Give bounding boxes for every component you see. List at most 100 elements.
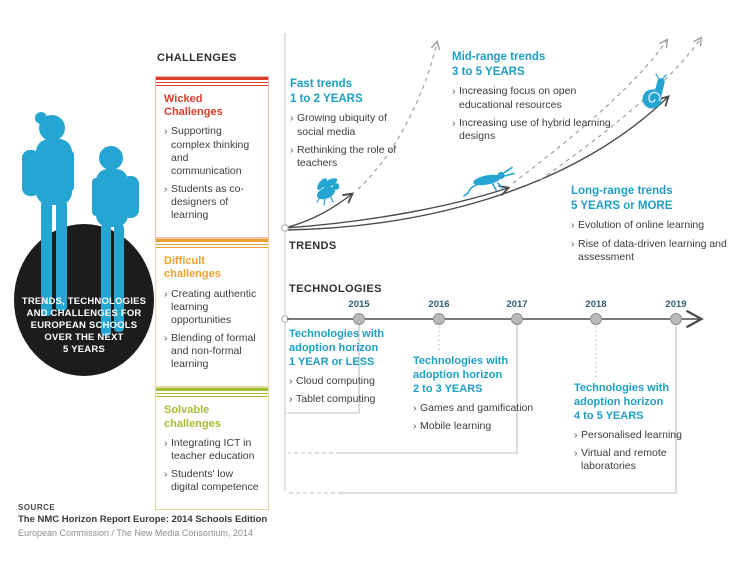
tech-horizon-4-5years-block: Technologies with adoption horizon 4 to 5 … xyxy=(574,381,724,479)
bullet-text: Blending of formal and non-formal learni… xyxy=(171,332,256,371)
bullet-marker: › xyxy=(452,85,456,98)
bullet-marker: › xyxy=(164,332,168,344)
bullet-item: › Mobile learning xyxy=(413,420,553,433)
bullet-item: › Rise of data-driven learning and asses… xyxy=(571,238,729,264)
mid-range-trends-list: › Increasing focus on open educational r… xyxy=(452,85,632,143)
fast-trends-heading: Fast trends 1 to 2 YEARS xyxy=(290,77,415,106)
heading-line: 3 to 5 YEARS xyxy=(452,65,525,78)
heading-line: Fast trends xyxy=(290,78,352,90)
fly-icon xyxy=(316,178,340,206)
bullet-text: Evolution of online learning xyxy=(578,219,705,232)
mid-range-trends-heading: Mid-range trends 3 to 5 YEARS xyxy=(452,50,632,79)
bullet-marker: › xyxy=(164,125,168,138)
badge-title-line: OVER THE NEXT xyxy=(44,331,124,343)
bullet-text: Virtual and remote laboratories xyxy=(581,447,667,473)
difficult-challenges-list: › Creating authentic learning opportunit… xyxy=(164,288,260,372)
heading-line: adoption horizon xyxy=(289,342,379,355)
tech-horizon-2-3years-block: Technologies with adoption horizon 2 to 3 … xyxy=(413,354,553,438)
year-label-2018: 2018 xyxy=(585,299,607,310)
wicked-rule xyxy=(156,77,268,86)
bullet-text: Personalised learning xyxy=(581,429,682,442)
badge-title-line: TRENDS, TECHNOLOGIES xyxy=(21,296,147,307)
source-subtitle: European Commission / The New Media Cons… xyxy=(18,527,253,538)
bullet-marker: › xyxy=(290,143,294,156)
bullet-marker: › xyxy=(574,429,578,442)
technologies-section-label: TECHNOLOGIES xyxy=(289,283,382,295)
bullet-text: Increasing use of hybrid learning design… xyxy=(459,116,611,142)
heading-line: Technologies with xyxy=(289,328,385,340)
badge-title-line: AND CHALLENGES FOR xyxy=(26,307,142,319)
bullet-marker: › xyxy=(164,182,168,195)
tech-horizon-1year-block: Technologies with adoption horizon 1 YEAR … xyxy=(289,327,411,411)
source-title: The NMC Horizon Report Europe: 2014 Scho… xyxy=(18,513,268,525)
bullet-text: Integrating ICT in teacher education xyxy=(171,436,255,462)
bullet-item: › Integrating ICT in teacher education xyxy=(164,437,260,463)
bullet-text: Students' low digital competence xyxy=(171,468,259,494)
bullet-marker: › xyxy=(289,393,293,406)
heading-line: Mid-range trends xyxy=(452,51,546,63)
bullet-item: › Cloud computing xyxy=(289,375,411,388)
bullet-item: › Students' low digital competence xyxy=(164,468,260,494)
bullet-text: Supporting complex thinking and communic… xyxy=(171,125,250,177)
grasshopper-icon xyxy=(463,166,515,197)
bullet-item: › Games and gamification xyxy=(413,402,553,415)
solvable-rule xyxy=(156,388,268,398)
bullet-item: › Rethinking the role of teachers xyxy=(290,144,415,170)
badge-title-line: EUROPEAN SCHOOLS xyxy=(30,319,138,331)
tech-horizon-1year-list: › Cloud computing › Tablet computing xyxy=(289,375,411,406)
fast-trends-list: › Growing ubiquity of social media › Ret… xyxy=(290,112,415,170)
tech-horizon-2-3years-list: › Games and gamification › Mobile learni… xyxy=(413,402,553,433)
wicked-challenges-heading: Wicked Challenges xyxy=(164,93,223,119)
timeline-year-dots xyxy=(353,313,682,325)
bullet-marker: › xyxy=(413,402,417,415)
bullet-item: › Evolution of online learning xyxy=(571,219,729,232)
wicked-challenges-box: Wicked Challenges › Supporting complex t… xyxy=(155,76,269,239)
bullet-text: Mobile learning xyxy=(420,420,492,433)
bullet-item: › Tablet computing xyxy=(289,393,411,406)
bullet-marker: › xyxy=(290,112,294,125)
bullet-text: Cloud computing xyxy=(296,375,375,388)
bullet-marker: › xyxy=(571,237,575,250)
bullet-item: › Creating authentic learning opportunit… xyxy=(164,288,260,327)
bullet-marker: › xyxy=(452,116,456,129)
children-silhouettes xyxy=(22,112,139,336)
heading-line: adoption horizon xyxy=(574,396,664,409)
bullet-item: › Blending of formal and non-formal lear… xyxy=(164,332,260,371)
fast-trends-block: Fast trends 1 to 2 YEARS › Growing ubiqui… xyxy=(290,77,415,175)
bullet-text: Games and gamification xyxy=(420,402,534,415)
year-label-2019: 2019 xyxy=(665,299,687,310)
bullet-marker: › xyxy=(574,447,578,460)
wicked-challenges-list: › Supporting complex thinking and commun… xyxy=(164,125,260,222)
heading-line: 5 YEARS or MORE xyxy=(571,199,673,212)
bullet-item: › Supporting complex thinking and commun… xyxy=(164,125,260,178)
heading-line: 4 to 5 YEARS xyxy=(574,410,644,423)
badge-title: TRENDS, TECHNOLOGIES AND CHALLENGES FOR EU… xyxy=(14,296,154,356)
heading-line: Technologies with xyxy=(413,355,509,367)
long-range-trends-heading: Long-range trends 5 YEARS or MORE xyxy=(571,184,729,213)
mid-trend-solid-curve xyxy=(284,185,511,229)
timeline-origin-dot xyxy=(281,315,289,323)
tech-horizon-4-5years-list: › Personalised learning › Virtual and re… xyxy=(574,429,724,473)
bullet-item: › Growing ubiquity of social media xyxy=(290,112,415,138)
difficult-rule xyxy=(156,239,268,249)
year-label-2015: 2015 xyxy=(348,299,370,310)
heading-line: 1 to 2 YEARS xyxy=(290,92,363,105)
year-label-2017: 2017 xyxy=(506,299,528,310)
fast-trend-solid-curve xyxy=(284,192,355,229)
difficult-challenges-heading: Difficult challenges xyxy=(164,255,221,281)
bullet-text: Creating authentic learning opportunitie… xyxy=(171,287,257,326)
tech-horizon-2-3years-heading: Technologies with adoption horizon 2 to 3 … xyxy=(413,354,553,396)
bullet-text: Rethinking the role of teachers xyxy=(297,143,397,169)
source-block: SOURCE The NMC Horizon Report Europe: 20… xyxy=(18,503,267,539)
bullet-marker: › xyxy=(164,287,168,300)
long-range-trends-block: Long-range trends 5 YEARS or MORE › Evolu… xyxy=(571,184,729,269)
children-silhouettes-group xyxy=(22,112,139,336)
heading-line: 1 YEAR or LESS xyxy=(289,356,375,369)
tech-horizon-4-5years-heading: Technologies with adoption horizon 4 to 5 … xyxy=(574,381,724,423)
tech-horizon-1year-heading: Technologies with adoption horizon 1 YEAR … xyxy=(289,327,411,369)
trend-origin-dot xyxy=(281,224,289,232)
snail-icon xyxy=(642,73,667,109)
bullet-marker: › xyxy=(289,375,293,388)
heading-line: adoption horizon xyxy=(413,369,503,382)
